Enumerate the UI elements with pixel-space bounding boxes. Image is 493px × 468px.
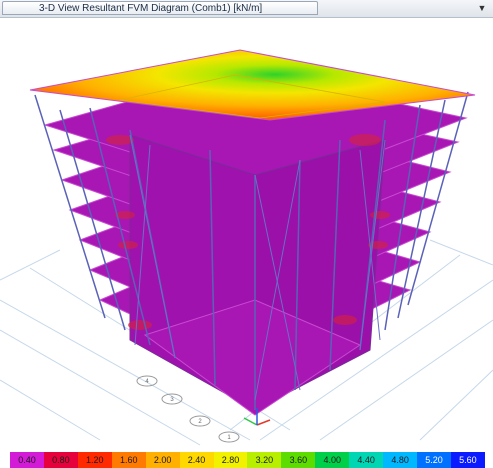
view-titlebar: 3-D View Resultant FVM Diagram (Comb1) […: [0, 0, 493, 18]
grid-bubble-label: 2: [198, 419, 202, 425]
frame-bracing: [129, 134, 386, 401]
scale-segment: 0.80: [43, 452, 78, 468]
scale-segment: 2.00: [145, 452, 180, 468]
grid-bubble-label: 4: [145, 379, 149, 385]
contour-color-scale: 0.40 0.80 1.20 1.60 2.00 2.40 2.80 3.20 3.60 4.00…: [10, 452, 485, 468]
roof-inner-opening: [119, 74, 386, 119]
scale-segment: 5.20: [417, 452, 451, 468]
frame-columns: [34, 91, 469, 410]
scale-segment: 3.20: [247, 452, 282, 468]
chevron-down-icon[interactable]: ▼: [477, 3, 487, 13]
grid-bubble-label: 1: [227, 435, 231, 441]
scale-segment: 2.80: [213, 452, 248, 468]
scale-segment: 4.40: [349, 452, 384, 468]
scale-segment: 4.00: [315, 452, 350, 468]
grid-bubble: [136, 375, 158, 387]
grid-bubble-label: 3: [170, 397, 174, 403]
view-tab-title: 3-D View Resultant FVM Diagram (Comb1) […: [39, 3, 263, 14]
scale-segment: 5.60: [450, 452, 485, 468]
grid-bubble: [189, 415, 211, 427]
view-tab[interactable]: 3-D View Resultant FVM Diagram (Comb1) […: [2, 1, 318, 15]
scale-segment: 1.60: [111, 452, 146, 468]
grid-bubbles: 4 3 2 1: [136, 375, 240, 443]
core-walls: [129, 134, 386, 416]
scale-segment: 2.40: [179, 452, 214, 468]
scale-segment: 0.40: [10, 452, 44, 468]
grid-bubble: [218, 431, 240, 443]
scale-segment: 4.80: [383, 452, 418, 468]
scale-segment: 3.60: [281, 452, 316, 468]
axis-triad: [243, 408, 271, 426]
stress-hotspots: [106, 134, 390, 330]
grid-bubble: [161, 393, 183, 405]
3d-model-viewport[interactable]: 4 3 2 1: [0, 18, 493, 450]
scale-segment: 1.20: [77, 452, 112, 468]
